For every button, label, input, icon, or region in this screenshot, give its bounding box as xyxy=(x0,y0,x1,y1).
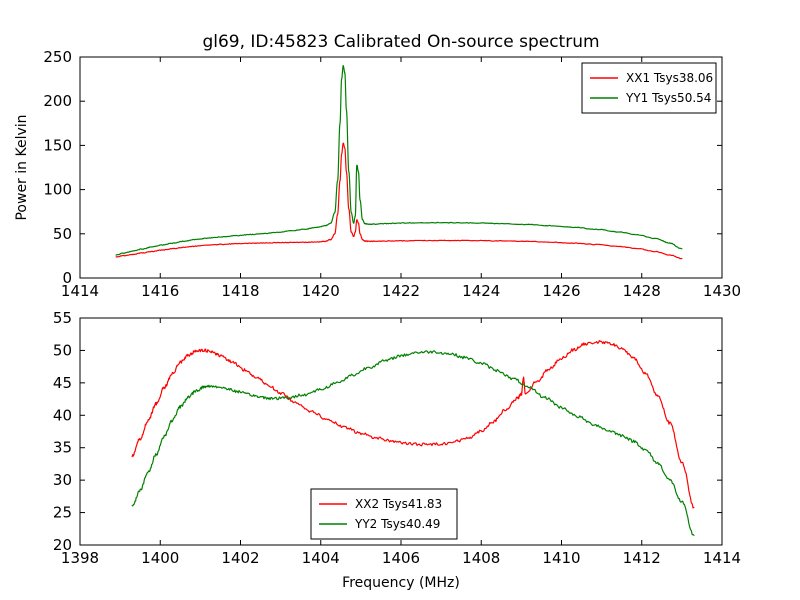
legend-label: XX2 Tsys41.83 xyxy=(355,497,442,511)
y-tick-label: 45 xyxy=(53,374,72,392)
bottom-data-series xyxy=(131,340,695,536)
bottom-axis-ticks: 1398 1400 1402 1404 1406 1408 1410 1412 1414 20 25… xyxy=(53,309,741,567)
series-line xyxy=(131,340,695,509)
y-tick-label: 50 xyxy=(53,341,72,359)
y-tick-label: 30 xyxy=(53,471,72,489)
bottom-plot-frame xyxy=(79,317,723,546)
x-tick-label: 1428 xyxy=(623,282,661,300)
top-plot-frame xyxy=(79,56,723,279)
x-tick-label: 1410 xyxy=(542,549,580,567)
x-tick-label: 1420 xyxy=(302,282,340,300)
top-axis-ticks: 1414 1416 1418 1420 1422 1424 1426 1428 1430 0 50 1… xyxy=(43,48,741,300)
x-tick-label: 1430 xyxy=(703,282,741,300)
y-tick-label: 55 xyxy=(53,309,72,327)
y-tick-label: 150 xyxy=(43,136,72,154)
legend-box xyxy=(310,488,458,540)
x-tick-label: 1408 xyxy=(462,549,500,567)
bottom-legend[interactable]: XX2 Tsys41.83 YY2 Tsys40.49 xyxy=(310,488,458,540)
series-line xyxy=(131,350,695,536)
x-tick-label: 1398 xyxy=(61,549,99,567)
y-tick-label: 250 xyxy=(43,48,72,66)
top-legend[interactable]: XX1 Tsys38.06 YY1 Tsys50.54 xyxy=(581,62,717,114)
y-tick-label: 20 xyxy=(53,536,72,554)
bottom-x-axis-label: Frequency (MHz) xyxy=(342,575,460,591)
y-tick-label: 0 xyxy=(62,269,72,287)
legend-label: YY1 Tsys50.54 xyxy=(625,91,711,105)
x-tick-label: 1404 xyxy=(302,549,340,567)
y-tick-label: 100 xyxy=(43,181,72,199)
x-tick-label: 1424 xyxy=(462,282,500,300)
x-tick-label: 1418 xyxy=(221,282,259,300)
top-panel: gl69, ID:45823 Calibrated On-source spec… xyxy=(14,32,741,300)
y-tick-label: 40 xyxy=(53,406,72,424)
x-tick-label: 1414 xyxy=(703,549,741,567)
bottom-panel: Frequency (MHz) 1398 1400 1402 1404 1406 1408… xyxy=(53,309,741,591)
x-tick-label: 1414 xyxy=(61,282,99,300)
series-line xyxy=(115,64,683,256)
x-tick-label: 1416 xyxy=(141,282,179,300)
y-tick-label: 35 xyxy=(53,439,72,457)
page-title: gl69, ID:45823 Calibrated On-source spec… xyxy=(202,32,599,52)
top-data-series xyxy=(115,64,683,260)
legend-label: YY2 Tsys40.49 xyxy=(354,517,440,531)
legend-label: XX1 Tsys38.06 xyxy=(626,71,713,85)
x-tick-label: 1402 xyxy=(221,549,259,567)
x-tick-label: 1422 xyxy=(382,282,420,300)
top-y-axis-label: Power in Kelvin xyxy=(14,114,30,220)
y-tick-label: 200 xyxy=(43,92,72,110)
x-tick-label: 1406 xyxy=(382,549,420,567)
series-line xyxy=(115,142,683,260)
x-tick-label: 1400 xyxy=(141,549,179,567)
x-tick-label: 1426 xyxy=(542,282,580,300)
y-tick-label: 25 xyxy=(53,504,72,522)
x-tick-label: 1412 xyxy=(623,549,661,567)
legend-box xyxy=(581,62,717,114)
y-tick-label: 50 xyxy=(53,225,72,243)
